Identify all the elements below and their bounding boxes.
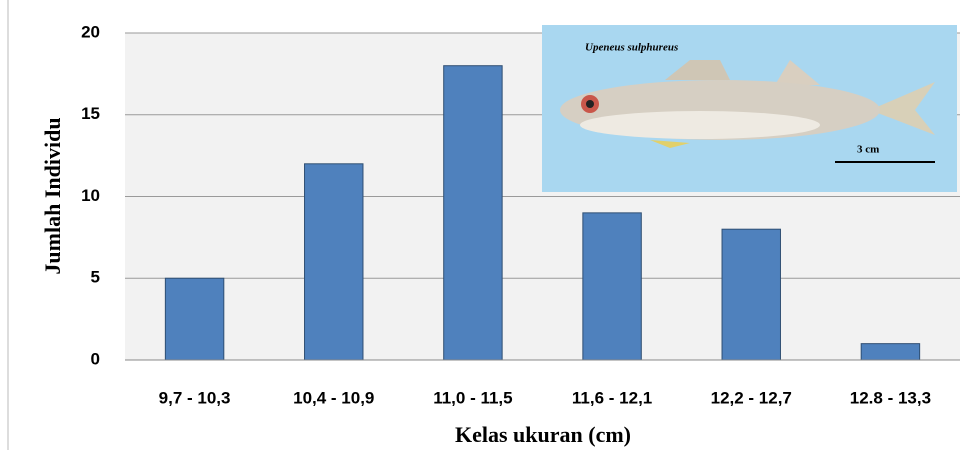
y-tick-label: 10 — [81, 186, 100, 205]
scale-label: 3 cm — [857, 144, 879, 156]
x-axis-title: Kelas ukuran (cm) — [455, 422, 631, 447]
x-tick-label: 12.8 - 13,3 — [850, 388, 931, 407]
bar — [583, 213, 641, 360]
chart: Upeneus sulphureus 3 cm Jumlah Individu … — [0, 0, 973, 450]
bar — [444, 66, 502, 360]
inset-photo: Upeneus sulphureus 3 cm — [542, 25, 957, 192]
x-tick-label: 9,7 - 10,3 — [159, 388, 231, 407]
x-tick-label: 10,4 - 10,9 — [293, 388, 374, 407]
species-label: Upeneus sulphureus — [585, 42, 678, 54]
y-tick-label: 15 — [81, 104, 100, 123]
x-tick-label: 11,6 - 12,1 — [572, 388, 652, 407]
x-tick-label: 11,0 - 11,5 — [433, 388, 512, 407]
bar — [305, 164, 363, 360]
fish-pupil — [586, 100, 594, 108]
fish-belly — [580, 111, 820, 139]
bar — [861, 344, 919, 360]
y-tick-label: 0 — [91, 349, 100, 368]
y-tick-label: 5 — [91, 268, 100, 287]
y-axis-title: Jumlah Individu — [40, 117, 65, 274]
bar — [165, 278, 223, 360]
bar — [722, 229, 780, 360]
y-tick-label: 20 — [81, 22, 100, 41]
x-tick-label: 12,2 - 12,7 — [711, 388, 792, 407]
